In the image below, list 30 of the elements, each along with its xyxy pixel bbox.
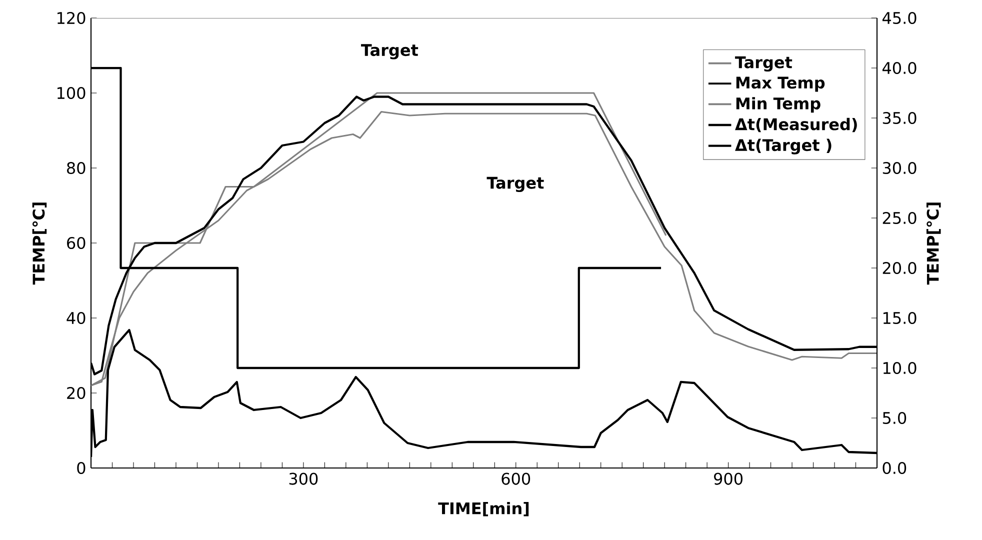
legend-label: Δt(Target ) [735, 138, 832, 154]
y-tick-label: 80 [67, 162, 86, 174]
annotation: Target [361, 44, 418, 60]
y-tick-label: 0 [77, 462, 86, 474]
legend-label: Min Temp [736, 97, 820, 113]
legend-label: Δt(Measured) [735, 118, 857, 132]
y-axis-title: TEMP[℃] [32, 202, 47, 285]
x-tick-label: 300 [289, 472, 318, 485]
y2-tick-label: 35.0 [882, 112, 916, 124]
y2-tick-label: 25.0 [882, 212, 916, 224]
y2-tick-label: 20.0 [882, 262, 916, 274]
legend-label: Target [735, 56, 792, 72]
y2-tick-label: 30.0 [882, 162, 916, 174]
y-tick-label: 100 [58, 86, 86, 100]
y2-tick-label: 5.0 [882, 412, 906, 424]
x-tick-label: 900 [714, 472, 743, 485]
y2-tick-label: 15.0 [883, 312, 916, 324]
y2-tick-label: 45.0 [882, 12, 916, 24]
x-axis-title: TIME[min] [438, 502, 529, 516]
legend-label: Max Temp [736, 76, 825, 92]
y2-tick-label: 40.0 [882, 62, 916, 74]
annotation: Target [486, 176, 544, 192]
y2-tick-label: 10.0 [883, 362, 916, 374]
y2-tick-label: 0.0 [882, 462, 906, 474]
y2-axis-title: TEMP[℃] [926, 202, 941, 285]
y-tick-label: 20 [67, 386, 86, 400]
x-tick-label: 600 [502, 472, 530, 485]
y-tick-label: 120 [58, 12, 86, 24]
y-tick-label: 40 [66, 312, 86, 324]
y-tick-label: 60 [67, 236, 86, 250]
